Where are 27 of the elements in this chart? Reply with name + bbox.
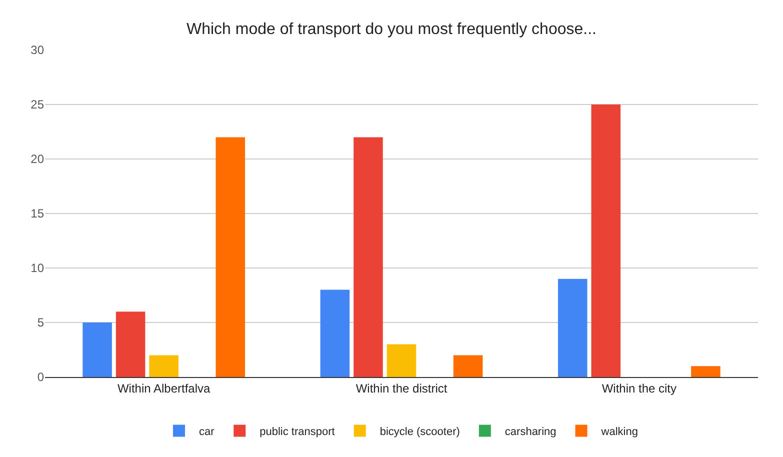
y-tick-label: 30 xyxy=(30,43,44,58)
bar xyxy=(354,137,383,377)
y-tick-label: 5 xyxy=(37,316,44,330)
bar xyxy=(558,278,588,377)
x-tick-label: Within Albertfalva xyxy=(117,381,211,396)
x-tick-label: Within the district xyxy=(356,381,448,396)
y-tick-label: 10 xyxy=(30,261,44,276)
y-tick-label: 0 xyxy=(37,370,44,384)
legend-label: bicycle (scooter) xyxy=(380,426,460,438)
y-tick-label: 15 xyxy=(30,206,44,221)
x-tick-label: Within the city xyxy=(602,381,677,396)
bar xyxy=(691,366,720,377)
bar xyxy=(116,312,146,377)
legend-label: walking xyxy=(600,426,638,438)
y-tick-label: 20 xyxy=(30,152,44,166)
legend-label: carsharing xyxy=(504,426,556,438)
legend-label: public transport xyxy=(260,426,335,438)
bar xyxy=(82,322,112,377)
bar xyxy=(591,104,621,377)
legend-label: car xyxy=(199,426,215,438)
chart-title: Which mode of transport do you most frequently choose... xyxy=(186,21,596,38)
bar xyxy=(386,344,416,377)
bar xyxy=(149,355,178,377)
bar xyxy=(216,137,246,377)
bar xyxy=(320,290,350,377)
bar xyxy=(453,355,483,377)
y-tick-label: 25 xyxy=(30,98,44,112)
